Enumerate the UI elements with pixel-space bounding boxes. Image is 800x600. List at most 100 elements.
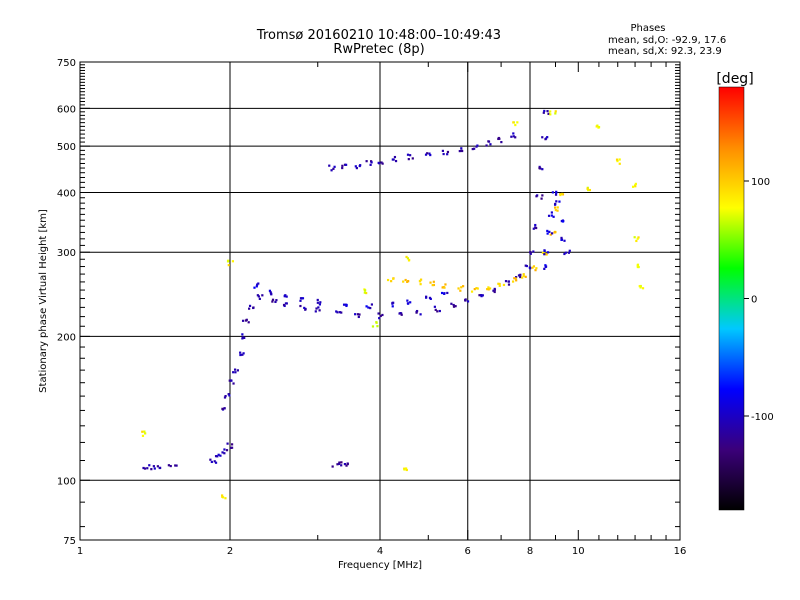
echo-point — [441, 286, 444, 289]
echo-point — [415, 309, 419, 313]
echo-point — [257, 282, 260, 285]
y-tick-label: 600 — [57, 104, 76, 115]
echo-point — [261, 294, 264, 297]
echo-point — [444, 283, 447, 286]
echo-point — [407, 302, 410, 305]
echo-point — [392, 277, 395, 280]
echo-point — [507, 280, 510, 283]
echo-point — [543, 253, 546, 256]
echo-point — [167, 464, 170, 467]
echo-point — [318, 309, 321, 312]
echo-point — [541, 136, 544, 139]
echo-point — [563, 252, 566, 256]
echo-points — [141, 109, 645, 500]
echo-point — [356, 313, 360, 316]
echo-point — [466, 300, 470, 303]
echo-point — [316, 298, 319, 302]
echo-point — [282, 303, 286, 307]
echo-point — [547, 112, 550, 115]
echo-point — [236, 369, 239, 372]
echo-point — [446, 150, 450, 154]
echo-point — [532, 265, 536, 268]
echo-point — [253, 286, 256, 289]
echo-point — [510, 135, 513, 138]
echo-point — [285, 295, 288, 298]
echo-point — [561, 192, 564, 196]
echo-point — [633, 236, 636, 239]
echo-point — [554, 202, 557, 206]
echo-point — [386, 278, 390, 282]
colorbar-ticks: 100 0 -100 — [744, 177, 774, 423]
echo-point — [316, 301, 319, 304]
echo-point — [595, 125, 598, 128]
echo-point — [512, 121, 515, 124]
echo-point — [568, 249, 571, 252]
echo-point — [274, 300, 277, 304]
echo-point — [405, 255, 408, 259]
echo-point — [587, 188, 590, 192]
echo-point — [498, 137, 501, 140]
echo-point — [343, 163, 347, 166]
echo-point — [228, 379, 231, 382]
echo-point — [419, 313, 422, 316]
echo-point — [143, 467, 147, 470]
echo-point — [233, 368, 237, 371]
echo-point — [524, 264, 527, 267]
echo-point — [476, 287, 479, 290]
echo-point — [393, 155, 397, 159]
echo-point — [153, 467, 156, 470]
echo-point — [432, 280, 435, 283]
echo-point — [415, 311, 418, 314]
echo-point — [304, 307, 307, 311]
echo-point — [210, 460, 213, 464]
echo-point — [337, 462, 341, 466]
echo-point — [227, 393, 230, 396]
echo-point — [529, 252, 532, 255]
echo-point — [400, 313, 403, 316]
echo-point — [365, 160, 368, 163]
echo-point — [550, 211, 553, 214]
phase-stats-o: mean, sd,O: -92.9, 17.6 — [608, 35, 726, 46]
echo-point — [144, 432, 147, 435]
echo-point — [411, 157, 414, 160]
echo-point — [514, 277, 517, 280]
echo-point — [241, 333, 244, 336]
echo-point — [169, 464, 172, 468]
echo-point — [258, 297, 261, 300]
echo-point — [486, 288, 489, 291]
echo-point — [405, 468, 408, 472]
echo-point — [398, 312, 401, 315]
echo-point — [541, 168, 544, 171]
echo-point — [440, 291, 444, 295]
echo-point — [354, 165, 357, 168]
echo-point — [641, 287, 645, 290]
echo-point — [522, 274, 525, 277]
echo-point — [223, 407, 226, 410]
echo-point — [141, 430, 144, 433]
echo-point — [363, 291, 366, 294]
echo-point — [541, 251, 545, 254]
echo-point — [522, 273, 525, 276]
echo-point — [597, 125, 601, 129]
echo-point — [248, 304, 252, 307]
echo-point — [481, 294, 484, 297]
echo-point — [534, 223, 537, 227]
echo-point — [516, 121, 519, 124]
echo-point — [498, 284, 501, 287]
echo-point — [269, 291, 272, 294]
echo-point — [461, 285, 465, 288]
echo-point — [529, 251, 532, 254]
echo-point — [461, 149, 464, 153]
echo-point — [502, 283, 506, 287]
echo-point — [543, 109, 546, 113]
echo-point — [230, 446, 234, 449]
echo-point — [425, 295, 428, 298]
echo-point — [554, 208, 557, 212]
echo-point — [618, 158, 621, 161]
echo-point — [315, 307, 318, 310]
echo-point — [563, 239, 566, 242]
echo-point — [391, 305, 394, 308]
echo-point — [552, 215, 555, 218]
echo-point — [283, 294, 286, 297]
